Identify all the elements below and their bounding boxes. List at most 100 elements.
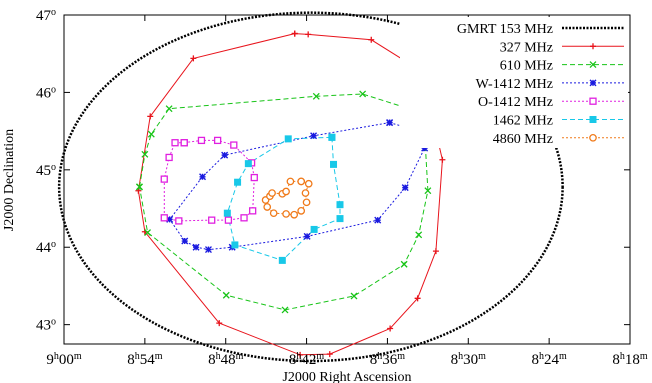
data-point xyxy=(281,306,289,314)
data-point xyxy=(263,203,272,211)
data-point xyxy=(230,141,238,149)
data-point xyxy=(589,116,597,123)
data-point xyxy=(197,136,206,145)
y-tick-label: 47o xyxy=(36,7,56,25)
data-point xyxy=(223,209,231,217)
data-point xyxy=(291,30,298,37)
data-point xyxy=(359,90,367,98)
legend-item: O-1412 MHz xyxy=(478,95,624,110)
x-tick-label: 8h36m xyxy=(370,351,406,369)
legend-item: W-1412 MHz xyxy=(476,77,624,92)
data-point xyxy=(414,295,421,302)
series-line xyxy=(137,33,443,356)
data-point xyxy=(141,150,149,158)
legend-item: 4860 MHz xyxy=(493,132,624,147)
data-point xyxy=(147,130,155,138)
legend-label: 1462 MHz xyxy=(493,114,553,129)
data-point xyxy=(175,217,183,225)
data-point xyxy=(278,256,286,264)
data-point xyxy=(310,132,318,140)
data-point xyxy=(240,214,248,222)
x-tick-label: 8h54m xyxy=(127,351,163,369)
y-tick-label: 46o xyxy=(36,84,56,102)
data-point xyxy=(302,198,311,207)
data-point xyxy=(387,325,394,332)
data-point xyxy=(160,214,168,222)
legend-label: O-1412 MHz xyxy=(478,95,553,110)
legend-label: 4860 MHz xyxy=(493,132,553,147)
data-point xyxy=(301,189,310,197)
data-point xyxy=(199,173,207,181)
data-point xyxy=(144,229,152,236)
legend-item: 1462 MHz xyxy=(493,114,624,129)
legend-item: 327 MHz xyxy=(500,40,624,55)
data-point xyxy=(147,113,154,120)
x-tick-label: 9h00m xyxy=(46,351,82,369)
legend-item: GMRT 153 MHz xyxy=(457,22,624,37)
data-point xyxy=(386,119,394,127)
data-point xyxy=(231,241,239,249)
data-point xyxy=(589,97,597,105)
data-point xyxy=(310,225,318,233)
data-point xyxy=(328,133,336,141)
data-point xyxy=(250,173,258,182)
data-point xyxy=(589,79,597,87)
x-axis-title: J2000 Right Ascension xyxy=(282,370,411,383)
data-point xyxy=(336,215,344,223)
data-point xyxy=(368,36,375,43)
legend-item: 610 MHz xyxy=(500,59,624,74)
data-point xyxy=(208,216,216,224)
data-point xyxy=(290,210,299,219)
data-point xyxy=(180,139,188,147)
data-point xyxy=(160,175,168,183)
data-point xyxy=(350,292,358,300)
legend: GMRT 153 MHz 327 MHz 610 MHz W-1412 MHz O-14… xyxy=(400,17,628,148)
data-point xyxy=(224,216,233,224)
data-point xyxy=(401,184,409,192)
data-point xyxy=(222,291,230,299)
ticks xyxy=(63,14,631,344)
data-point xyxy=(374,216,382,224)
legend-label: 327 MHz xyxy=(500,40,553,55)
x-tick-label: 8h42m xyxy=(289,351,325,369)
y-axis-title: J2000 Declination xyxy=(2,129,17,231)
data-point xyxy=(304,179,313,188)
data-point xyxy=(192,243,200,251)
data-point xyxy=(432,248,439,255)
data-point xyxy=(244,160,252,168)
data-point xyxy=(297,177,306,186)
data-point xyxy=(421,144,429,152)
data-point xyxy=(590,43,596,50)
data-point xyxy=(589,133,597,142)
data-point xyxy=(171,139,179,147)
data-point xyxy=(400,260,408,268)
data-point xyxy=(297,207,306,215)
series-line-gmrt-153 xyxy=(57,11,564,363)
data-point xyxy=(181,237,189,245)
data-point xyxy=(312,92,320,100)
data-point xyxy=(136,183,143,191)
tick-labels: 9h00m 8h54m 8h48m 8h42m 8h36m 8h30m 8h24m 8h18m… xyxy=(36,7,648,369)
data-point xyxy=(268,189,276,197)
data-point xyxy=(166,215,174,223)
data-point xyxy=(249,207,257,215)
data-point xyxy=(305,31,312,38)
series-line xyxy=(139,93,429,311)
data-point xyxy=(415,231,423,239)
data-point xyxy=(282,210,290,218)
data-point xyxy=(326,351,333,358)
data-point xyxy=(213,136,222,145)
x-tick-label: 8h30m xyxy=(451,351,487,369)
x-tick-label: 8h48m xyxy=(208,351,244,369)
data-point xyxy=(336,201,344,209)
legend-label: GMRT 153 MHz xyxy=(457,22,553,37)
x-tick-label: 8h24m xyxy=(532,351,568,369)
legend-label: 610 MHz xyxy=(500,59,553,74)
data-point xyxy=(204,246,212,254)
series-line xyxy=(169,122,426,251)
x-tick-label: 8h18m xyxy=(612,351,648,369)
y-tick-label: 43o xyxy=(36,316,56,334)
data-point xyxy=(589,61,597,69)
data-point xyxy=(221,151,229,159)
